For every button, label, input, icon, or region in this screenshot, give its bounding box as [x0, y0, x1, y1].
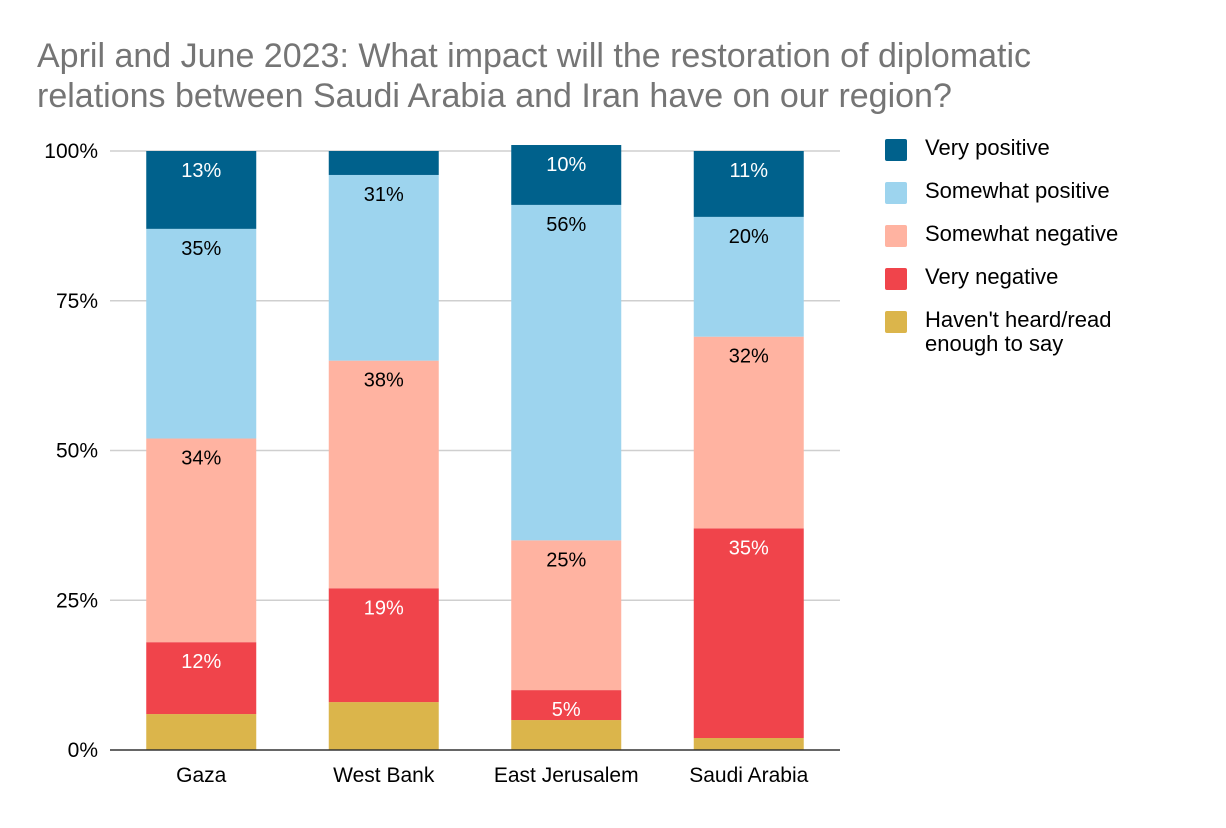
bar-segment [693, 151, 804, 217]
x-tick-label: East Jerusalem [494, 764, 639, 787]
data-label: 13% [181, 160, 221, 182]
y-tick-label: 75% [56, 290, 98, 313]
legend-swatch-somewhat-positive [885, 182, 907, 204]
legend-swatch-somewhat-negative [885, 225, 907, 247]
data-label: 25% [546, 549, 586, 571]
bar-segment [146, 438, 257, 643]
legend-swatch-havent-heard [885, 311, 907, 333]
bar-segment [146, 228, 257, 439]
legend: Very positive Somewhat positive Somewhat… [885, 136, 1205, 374]
x-tick-label: Gaza [176, 764, 227, 787]
legend-item-somewhat-negative: Somewhat negative [885, 222, 1205, 247]
chart-title: April and June 2023: What impact will th… [37, 36, 1187, 116]
legend-swatch-very-positive [885, 139, 907, 161]
data-label: 31% [364, 184, 404, 206]
x-tick-label: West Bank [333, 764, 435, 787]
data-label: 38% [364, 370, 404, 392]
bar-segment [693, 738, 804, 750]
y-tick-label: 0% [68, 739, 98, 762]
data-label: 56% [546, 214, 586, 236]
bar-segment [511, 145, 622, 205]
bar-segment [693, 336, 804, 529]
bar-segment [328, 360, 439, 589]
x-tick-label: Saudi Arabia [689, 764, 808, 787]
data-label: 32% [729, 346, 769, 368]
data-label: 35% [729, 537, 769, 559]
legend-label-somewhat-negative: Somewhat negative [925, 221, 1119, 246]
data-label: 19% [364, 597, 404, 619]
data-label: 10% [546, 154, 586, 176]
chart-title-line-2: relations between Saudi Arabia and Iran … [37, 77, 952, 115]
legend-label-very-negative: Very negative [925, 264, 1059, 289]
legend-item-havent-heard: Haven't heard/read enough to say [885, 308, 1205, 356]
bar-segment [146, 642, 257, 715]
legend-label-very-positive: Very positive [925, 135, 1050, 160]
data-label: 11% [729, 160, 768, 182]
data-label: 35% [181, 238, 221, 260]
bar-segment [328, 151, 439, 175]
legend-item-very-positive: Very positive [885, 136, 1205, 161]
bar-segment [328, 174, 439, 361]
bar-segment [511, 720, 622, 750]
data-labels: 12% 34% 35% 13% 19% 38% 31% 5% 25% 56% 10% 35% 32% 20… [181, 154, 769, 721]
data-label: 34% [181, 448, 221, 470]
bar-segment [511, 540, 622, 691]
bar-segment [511, 204, 622, 541]
axes: 0% 25% 50% 75% 100% Gaza West Bank East Jerusal… [44, 140, 840, 787]
legend-item-very-negative: Very negative [885, 265, 1205, 290]
bar-segment [146, 714, 257, 750]
data-label: 20% [729, 226, 769, 248]
bar-segment [146, 151, 257, 229]
y-tick-label: 50% [56, 440, 98, 463]
bar-segment [328, 588, 439, 703]
bar-segment [511, 690, 622, 721]
legend-swatch-very-negative [885, 268, 907, 290]
chart-title-line-1: April and June 2023: What impact will th… [37, 37, 1032, 75]
bar-segment [693, 528, 804, 739]
bars [146, 145, 804, 750]
legend-label-havent-heard: Haven't heard/read enough to say [925, 307, 1112, 356]
bar-segment [693, 216, 804, 337]
legend-item-somewhat-positive: Somewhat positive [885, 179, 1205, 204]
y-tick-label: 25% [56, 589, 98, 612]
y-tick-label: 100% [44, 140, 98, 163]
bar-segment [328, 702, 439, 750]
data-label: 12% [181, 651, 221, 673]
data-label: 5% [552, 699, 581, 721]
legend-label-somewhat-positive: Somewhat positive [925, 178, 1110, 203]
